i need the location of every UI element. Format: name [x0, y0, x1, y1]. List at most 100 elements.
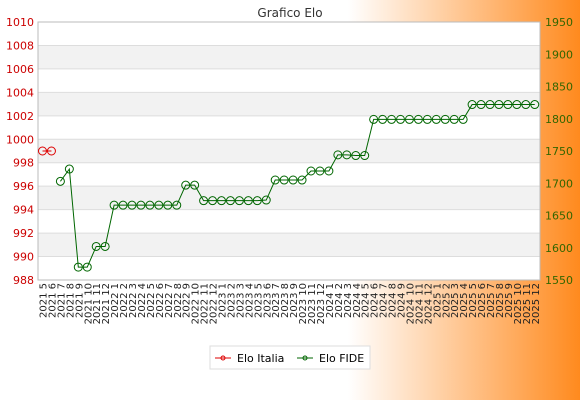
- left-tick-label: 1004: [6, 86, 34, 99]
- data-point-elo-fide: [261, 195, 271, 205]
- data-point-elo-fide: [503, 100, 513, 110]
- x-tick-label: 2021 7: [56, 283, 67, 318]
- grid-band: [38, 45, 540, 69]
- data-point-elo-fide: [378, 114, 388, 124]
- data-point-elo-fide: [387, 114, 397, 124]
- x-tick-label: 2025 7: [486, 283, 497, 318]
- data-point-elo-fide: [208, 196, 218, 206]
- right-tick-label: 1800: [545, 113, 573, 126]
- x-tick-label: 2024 8: [388, 283, 399, 318]
- x-tick-label: 2022 12: [209, 283, 220, 324]
- series-layer: [38, 100, 540, 272]
- data-point-elo-italia: [38, 146, 47, 156]
- data-point-elo-fide: [163, 200, 173, 210]
- x-tick-label: 2023 2: [226, 283, 237, 318]
- data-point-elo-fide: [154, 200, 164, 210]
- chart-title: Grafico Elo: [257, 6, 322, 20]
- x-tick-label: 2025 12: [531, 283, 542, 324]
- data-point-elo-fide: [64, 164, 74, 174]
- x-tick-label: 2025 11: [522, 283, 533, 324]
- right-tick-label: 1950: [545, 16, 573, 29]
- data-point-elo-fide: [530, 100, 540, 110]
- data-point-elo-fide: [494, 100, 504, 110]
- x-tick-label: 2025 1: [432, 283, 443, 318]
- data-point-elo-fide: [440, 114, 450, 124]
- x-tick-label: 2024 4: [352, 283, 363, 318]
- legend-label-elo-fide: Elo FIDE: [319, 352, 364, 365]
- x-tick-label: 2023 12: [316, 283, 327, 324]
- right-tick-label: 1600: [545, 242, 573, 255]
- right-axis: 1550 1600 1650 1700 1750 1800 1850 1900 1950: [545, 16, 573, 287]
- x-tick-label: 2024 9: [397, 283, 408, 318]
- x-tick-label: 2024 7: [379, 283, 390, 318]
- x-tick-label: 2023 1: [218, 283, 229, 318]
- legend-marker-elo-italia: [220, 355, 226, 361]
- data-point-elo-fide: [467, 100, 477, 110]
- x-tick-label: 2022 8: [173, 283, 184, 318]
- left-tick-label: 998: [13, 157, 34, 170]
- x-tick-label: 2023 3: [235, 283, 246, 318]
- x-tick-label: 2024 2: [334, 283, 345, 318]
- data-point-elo-fide: [288, 175, 298, 185]
- left-tick-label: 1000: [6, 133, 34, 146]
- x-tick-label: 2021 9: [74, 283, 85, 318]
- data-point-elo-fide: [225, 196, 235, 206]
- x-tick-label: 2022 1: [110, 283, 121, 318]
- data-point-elo-fide: [118, 200, 128, 210]
- x-tick-label: 2021 11: [92, 283, 103, 324]
- legend-label-elo-italia: Elo Italia: [237, 352, 284, 365]
- x-tick-label: 2023 8: [280, 283, 291, 318]
- x-tick-label: 2025 2: [441, 283, 452, 318]
- data-point-elo-fide: [145, 200, 155, 210]
- x-tick-label: 2024 11: [414, 283, 425, 324]
- right-tick-label: 1850: [545, 81, 573, 94]
- data-point-elo-fide: [476, 100, 486, 110]
- data-point-elo-fide: [109, 200, 119, 210]
- x-tick-label: 2024 10: [405, 283, 416, 324]
- data-point-elo-fide: [127, 200, 137, 210]
- data-point-elo-fide: [324, 166, 334, 176]
- data-point-elo-fide: [243, 196, 253, 206]
- x-tick-label: 2023 6: [262, 283, 273, 318]
- grid-band: [38, 233, 540, 257]
- x-tick-label: 2025 4: [459, 283, 470, 318]
- x-tick-label: 2023 10: [298, 283, 309, 324]
- x-tick-label: 2023 11: [307, 283, 318, 324]
- data-point-elo-fide: [351, 151, 361, 161]
- x-tick-label: 2025 6: [477, 283, 488, 318]
- data-point-elo-fide: [82, 262, 92, 272]
- x-tick-label: 2025 3: [450, 283, 461, 318]
- x-tick-label: 2023 7: [271, 283, 282, 318]
- data-point-elo-fide: [396, 114, 405, 124]
- data-point-elo-fide: [234, 196, 244, 206]
- left-tick-label: 990: [13, 251, 34, 264]
- data-point-elo-fide: [181, 180, 191, 190]
- data-point-elo-fide: [199, 196, 209, 206]
- x-tick-label: 2022 7: [164, 283, 175, 318]
- x-tick-label: 2022 4: [137, 283, 148, 318]
- data-point-elo-fide: [315, 166, 325, 176]
- data-point-elo-fide: [270, 175, 280, 185]
- right-tick-label: 1550: [545, 274, 573, 287]
- left-tick-label: 1008: [6, 39, 34, 52]
- data-point-elo-fide: [512, 100, 522, 110]
- data-point-elo-fide: [100, 241, 110, 251]
- x-tick-label: 2024 5: [361, 283, 372, 318]
- data-point-elo-fide: [449, 114, 459, 124]
- x-tick-label: 2024 12: [423, 283, 434, 324]
- x-tick-label: 2022 10: [191, 283, 202, 324]
- data-point-elo-fide: [404, 114, 414, 124]
- data-point-elo-italia: [46, 146, 56, 156]
- left-tick-label: 1006: [6, 63, 34, 76]
- left-tick-label: 988: [13, 274, 34, 287]
- x-tick-label: 2024 3: [343, 283, 354, 318]
- x-tick-label: 2022 2: [119, 283, 130, 318]
- x-tick-label: 2022 5: [146, 283, 157, 318]
- data-point-elo-fide: [369, 114, 379, 124]
- legend: Elo Italia Elo FIDE: [209, 345, 371, 370]
- data-point-elo-fide: [485, 100, 495, 110]
- data-point-elo-fide: [172, 200, 182, 210]
- legend-box: [209, 345, 371, 370]
